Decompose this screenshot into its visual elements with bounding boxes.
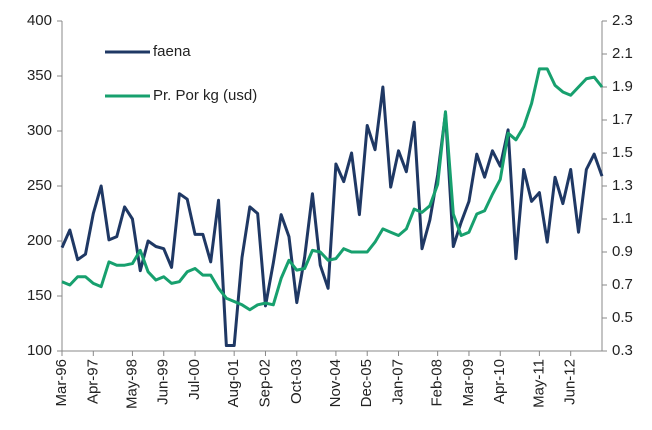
x-tick-label: May-11 bbox=[530, 359, 547, 408]
y2-tick-label: 0.3 bbox=[612, 342, 633, 359]
y-tick-label: 150 bbox=[27, 287, 52, 304]
x-tick-label: Jul-00 bbox=[186, 359, 203, 400]
x-tick-label: May-98 bbox=[123, 359, 140, 409]
y-tick-label: 250 bbox=[27, 177, 52, 194]
x-tick-label: Sep-02 bbox=[256, 359, 273, 407]
y2-tick-label: 0.5 bbox=[612, 309, 633, 326]
series-line bbox=[61, 67, 604, 312]
y2-tick-label: 1.3 bbox=[612, 177, 633, 194]
y-tick-label: 400 bbox=[27, 12, 52, 29]
x-tick-label: Mar-09 bbox=[460, 359, 477, 407]
x-tick-label: Jan-07 bbox=[389, 359, 406, 405]
y-tick-label: 350 bbox=[27, 67, 52, 84]
x-tick-label: Nov-04 bbox=[327, 359, 344, 407]
legend-label: faena bbox=[153, 43, 191, 60]
x-tick-label: Feb-08 bbox=[429, 359, 446, 407]
x-tick-label: Apr-97 bbox=[84, 359, 101, 404]
y2-tick-label: 1.9 bbox=[612, 78, 633, 95]
x-tick-label: Dec-05 bbox=[358, 359, 375, 407]
x-tick-label: Jun-99 bbox=[155, 359, 172, 405]
legend-label: Pr. Por kg (usd) bbox=[153, 87, 257, 104]
y2-tick-label: 1.7 bbox=[612, 111, 633, 128]
series-line bbox=[60, 85, 604, 347]
y2-tick-label: 0.7 bbox=[612, 276, 633, 293]
y-tick-label: 200 bbox=[27, 232, 52, 249]
y2-tick-label: 0.9 bbox=[612, 243, 633, 260]
x-tick-label: Oct-03 bbox=[288, 359, 305, 404]
y2-tick-label: 2.1 bbox=[612, 45, 633, 62]
x-tick-label: Mar-96 bbox=[53, 359, 70, 407]
y2-tick-label: 1.1 bbox=[612, 210, 633, 227]
y-tick-label: 100 bbox=[27, 342, 52, 359]
y2-tick-label: 2.3 bbox=[612, 12, 633, 29]
x-tick-label: Jun-12 bbox=[562, 359, 579, 405]
x-tick-label: Aug-01 bbox=[225, 359, 242, 407]
y2-tick-label: 1.5 bbox=[612, 144, 633, 161]
y-tick-label: 300 bbox=[27, 122, 52, 139]
x-tick-label: Apr-10 bbox=[491, 359, 508, 404]
